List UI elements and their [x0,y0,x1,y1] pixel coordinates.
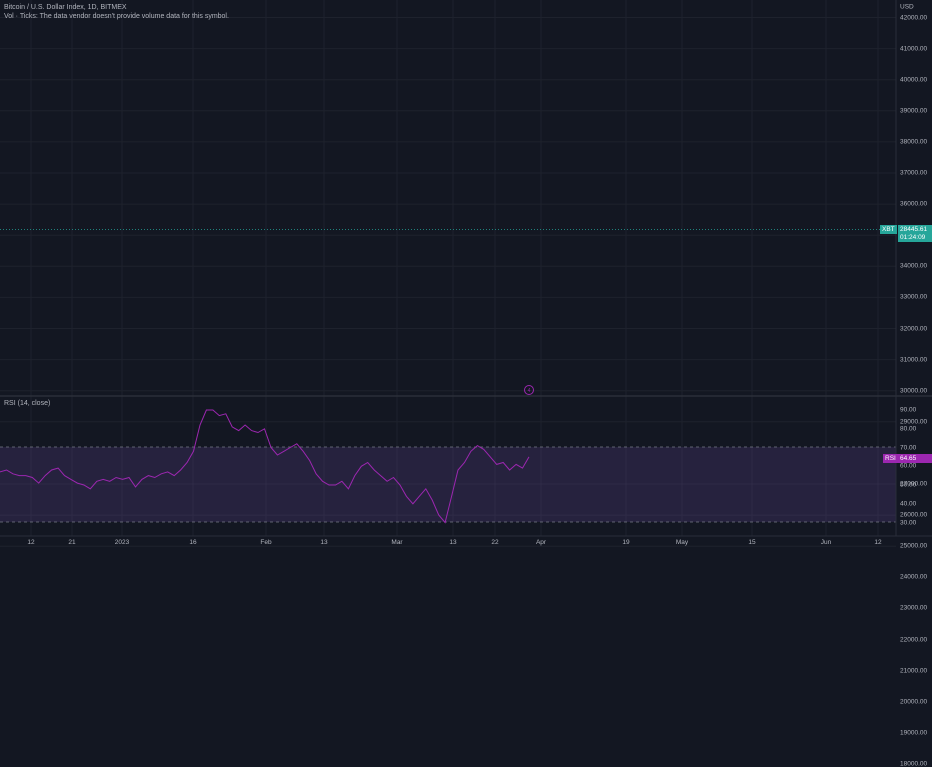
rsi-tick-label: 60.00 [900,462,917,470]
alert-marker [524,385,534,395]
price-tick-label: 32000.00 [900,325,928,332]
rsi-tick-label: 50.00 [900,481,917,489]
price-tick-label: 41000.00 [900,45,928,53]
price-tick-label: 39000.00 [900,107,928,115]
time-tick-label: 12 [874,539,882,546]
time-tick-label: Mar [391,539,403,546]
countdown-tag: 01:24:09 [898,233,932,242]
price-tick-label: 36000.00 [900,200,928,208]
time-tick-label: 2023 [114,539,130,546]
time-tick-label: 13 [449,539,457,546]
grid [0,0,896,547]
price-tick-label: 23000.00 [900,604,928,612]
price-tick-label: 29000.00 [900,418,928,426]
price-tick-label: 26000.00 [900,511,928,519]
rsi-value-tag: 64.65 [898,454,932,463]
time-tick-label: Jun [820,539,832,546]
price-tick-label: 37000.00 [900,169,928,177]
price-tick-label: 34000.00 [900,262,928,270]
price-tick-label: 24000.00 [900,573,928,581]
rsi-tick-label: 90.00 [900,406,917,414]
price-tick-label: 27000.00 [900,480,928,488]
time-tick-label: 15 [748,539,756,546]
time-tick-label: 19 [622,539,630,546]
time-tick-label: 13 [320,539,328,546]
alert-marker-glyph: 4 [528,388,531,394]
time-axis[interactable]: 12 21 2023 16 Feb 13 Mar 13 22 Apr 19 May 15 Jun 12 [0,536,896,550]
rsi-line [0,409,530,524]
price-tick-label: 38000.00 [900,138,928,146]
price-tick-label: 31000.00 [900,356,928,364]
price-tick-label: 25000.00 [900,542,928,550]
time-tick-label: 12 [27,539,35,546]
price-tick-label: 33000.00 [900,293,928,301]
price-tick-label: 40000.00 [900,76,928,84]
chart-title[interactable]: Bitcoin / U.S. Dollar Index, 1D, BITMEX [4,4,127,11]
rsi-tick-label: 40.00 [900,500,917,508]
price-tick-label: 22000.00 [900,636,928,643]
price-tick-label: 19000.00 [900,729,928,737]
price-tick-label: 18000.00 [900,760,928,767]
price-tick-label: 42000.00 [900,14,928,21]
chart-canvas[interactable]: 4 [0,0,932,550]
rsi-tag: RSI [883,454,898,463]
price-tick-label: 30000.00 [900,387,928,395]
volume-note[interactable]: Vol · Ticks: The data vendor doesn't pro… [4,13,229,20]
symbol-tag: XBT [880,225,897,234]
time-tick-label: 16 [189,539,197,546]
last-price-tag: 28445.61 [898,225,932,234]
rsi-tick-label: 30.00 [900,519,917,526]
rsi-tick-label: 70.00 [900,444,917,451]
time-tick-label: Feb [260,539,272,546]
rsi-title[interactable]: RSI (14, close) [4,400,51,407]
price-tick-label: 21000.00 [900,667,928,675]
time-tick-label: May [675,539,689,546]
price-axis-header: USD [900,3,914,11]
time-tick-label: Apr [535,539,547,546]
rsi-tick-label: 80.00 [900,425,917,433]
price-tick-label: 20000.00 [900,698,928,706]
time-tick-label: 22 [491,539,499,546]
time-tick-label: 21 [68,539,76,546]
